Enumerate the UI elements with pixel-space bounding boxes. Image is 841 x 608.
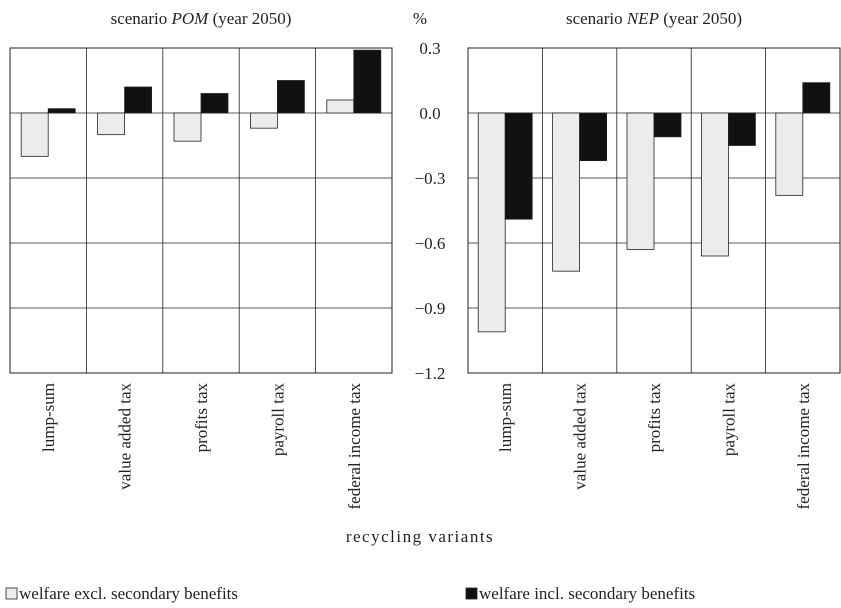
bar — [276, 80, 305, 114]
bar — [124, 86, 152, 114]
bar — [477, 112, 506, 333]
bar — [97, 112, 125, 136]
x-axis-label: recycling variants — [346, 527, 494, 546]
panel-title: scenario POM (year 2050) — [111, 9, 292, 28]
y-tick-label: −0.9 — [415, 299, 446, 318]
bar — [701, 112, 729, 257]
title-prefix: scenario — [566, 9, 623, 28]
y-tick-label: −0.3 — [415, 169, 446, 188]
title-suffix: (year 2050) — [213, 9, 292, 28]
bar — [353, 49, 382, 114]
title-name: POM — [170, 9, 209, 28]
legend-label: welfare excl. secondary benefits — [19, 584, 238, 603]
legend-label: welfare incl. secondary benefits — [479, 584, 695, 603]
y-tick-label: −1.2 — [415, 364, 446, 383]
bar — [249, 112, 278, 129]
legend-swatch — [5, 587, 18, 600]
x-tick-label: federal income tax — [345, 383, 364, 510]
bar — [326, 99, 355, 114]
title-suffix: (year 2050) — [663, 9, 742, 28]
bar — [802, 82, 831, 114]
plot-frame — [9, 47, 393, 374]
x-tick-label: lump-sum — [496, 383, 515, 452]
bar — [552, 112, 580, 272]
y-tick-label: 0.3 — [419, 39, 440, 58]
x-tick-label: value added tax — [116, 383, 135, 490]
x-tick-label: payroll tax — [268, 383, 287, 457]
y-tick-label: 0.0 — [419, 104, 440, 123]
title-prefix: scenario — [111, 9, 168, 28]
x-tick-label: federal income tax — [794, 383, 813, 510]
bar — [47, 108, 76, 114]
plot-frame — [467, 47, 841, 374]
bar — [775, 112, 804, 196]
bar — [728, 112, 756, 146]
y-tick-label: −0.6 — [415, 234, 446, 253]
bar — [504, 112, 533, 220]
bar — [200, 93, 229, 114]
bar — [626, 112, 655, 250]
x-tick-label: value added tax — [571, 383, 590, 490]
bar — [20, 112, 49, 157]
bar — [653, 112, 682, 138]
y-axis-label: % — [413, 9, 427, 28]
bar — [173, 112, 202, 142]
x-tick-label: profits tax — [192, 383, 211, 453]
legend-swatch — [465, 587, 478, 600]
x-tick-label: profits tax — [645, 383, 664, 453]
x-tick-label: lump-sum — [39, 383, 58, 452]
x-tick-label: payroll tax — [719, 383, 738, 457]
panel-title: scenario NEP (year 2050) — [566, 9, 742, 28]
bar — [579, 112, 607, 162]
title-name: NEP — [626, 9, 659, 28]
